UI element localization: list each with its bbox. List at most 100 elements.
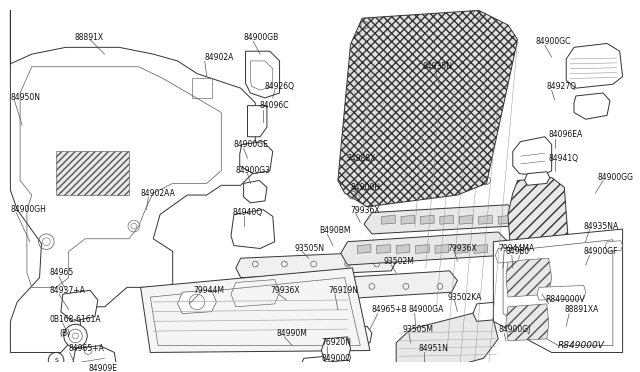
Text: R849000V: R849000V <box>545 295 584 305</box>
Text: 84900GJ: 84900GJ <box>498 325 531 334</box>
Polygon shape <box>308 308 345 329</box>
Text: 84937+A: 84937+A <box>49 286 85 295</box>
Text: 84096C: 84096C <box>259 101 289 110</box>
Text: 84096EA: 84096EA <box>548 130 583 139</box>
Polygon shape <box>231 209 275 248</box>
Text: S: S <box>54 358 58 363</box>
Polygon shape <box>415 245 429 253</box>
Text: 93505N: 93505N <box>294 244 324 253</box>
Text: 84935NA: 84935NA <box>584 222 619 231</box>
Polygon shape <box>506 258 552 297</box>
Polygon shape <box>246 51 280 98</box>
Text: 84902AA: 84902AA <box>141 189 175 198</box>
Text: (B): (B) <box>59 328 70 337</box>
Polygon shape <box>346 326 372 345</box>
Polygon shape <box>495 247 520 263</box>
Polygon shape <box>10 10 255 352</box>
Polygon shape <box>513 137 552 176</box>
Polygon shape <box>473 302 502 321</box>
Text: 84935N: 84935N <box>422 62 452 71</box>
Text: 84902A: 84902A <box>205 52 234 61</box>
Text: 0B168-6161A: 0B168-6161A <box>49 315 101 324</box>
Text: 84940Q: 84940Q <box>233 208 263 217</box>
Polygon shape <box>420 215 434 224</box>
Text: 84965+A: 84965+A <box>68 344 104 353</box>
Text: 79944MA: 79944MA <box>498 244 534 253</box>
Text: 84926Q: 84926Q <box>265 82 295 91</box>
Polygon shape <box>364 205 516 234</box>
Text: R849000V: R849000V <box>558 341 605 350</box>
Text: 79936X: 79936X <box>351 206 380 215</box>
Polygon shape <box>162 290 191 314</box>
Polygon shape <box>56 151 129 195</box>
Text: 74988X: 74988X <box>347 154 376 163</box>
Polygon shape <box>286 271 458 302</box>
Polygon shape <box>244 180 267 203</box>
Polygon shape <box>381 215 396 224</box>
Polygon shape <box>506 304 548 341</box>
Text: 88891XA: 88891XA <box>564 305 598 314</box>
Polygon shape <box>396 245 410 253</box>
Polygon shape <box>300 356 329 372</box>
Text: 79944M: 79944M <box>193 286 224 295</box>
Polygon shape <box>479 215 492 224</box>
Polygon shape <box>537 285 586 300</box>
Text: 84941Q: 84941Q <box>548 154 579 163</box>
Text: 76919N: 76919N <box>328 286 358 295</box>
Polygon shape <box>240 142 273 174</box>
Text: 84900G3: 84900G3 <box>236 166 271 175</box>
Polygon shape <box>440 215 454 224</box>
Text: 84900GF: 84900GF <box>584 247 618 256</box>
Polygon shape <box>605 241 623 251</box>
Polygon shape <box>454 245 468 253</box>
Text: 84900Q: 84900Q <box>321 354 351 363</box>
Polygon shape <box>474 245 488 253</box>
Circle shape <box>64 324 87 347</box>
Polygon shape <box>435 245 449 253</box>
Text: 84900GH: 84900GH <box>10 205 46 214</box>
Polygon shape <box>524 172 550 185</box>
Text: 84965: 84965 <box>49 268 74 277</box>
Polygon shape <box>498 215 512 224</box>
Text: 93502M: 93502M <box>383 257 415 266</box>
Polygon shape <box>248 106 267 137</box>
Polygon shape <box>177 290 216 314</box>
Text: 76920N: 76920N <box>321 338 351 347</box>
Polygon shape <box>141 268 370 352</box>
Polygon shape <box>493 245 507 253</box>
Polygon shape <box>321 337 351 362</box>
Polygon shape <box>338 10 518 207</box>
Text: 84900GE: 84900GE <box>234 140 269 149</box>
Text: 84927Q: 84927Q <box>547 82 577 91</box>
Text: 84900GA: 84900GA <box>409 305 444 314</box>
Text: 93502KA: 93502KA <box>448 293 482 302</box>
Polygon shape <box>493 229 623 352</box>
Text: 84909E: 84909E <box>88 363 117 372</box>
Text: 84980: 84980 <box>506 247 530 256</box>
Polygon shape <box>401 215 415 224</box>
Polygon shape <box>396 312 498 372</box>
Polygon shape <box>566 44 623 88</box>
Text: 84900H: 84900H <box>351 183 381 192</box>
Polygon shape <box>508 177 568 251</box>
Polygon shape <box>460 215 473 224</box>
Text: 84900GC: 84900GC <box>535 37 570 46</box>
Text: 84990M: 84990M <box>276 328 308 337</box>
Polygon shape <box>574 93 610 119</box>
Polygon shape <box>377 245 390 253</box>
Text: B490BM: B490BM <box>319 225 351 234</box>
Text: 79936X: 79936X <box>448 244 477 253</box>
Polygon shape <box>238 278 263 300</box>
Text: 88891X: 88891X <box>74 33 104 42</box>
Text: 84950N: 84950N <box>10 93 40 102</box>
Polygon shape <box>72 346 117 372</box>
Polygon shape <box>61 290 98 321</box>
Polygon shape <box>236 251 396 278</box>
Text: 84965+B: 84965+B <box>372 305 408 314</box>
Text: 84951N: 84951N <box>419 344 449 353</box>
Polygon shape <box>340 232 508 265</box>
Text: 84900GB: 84900GB <box>244 33 279 42</box>
Text: 84900GG: 84900GG <box>597 173 634 182</box>
Polygon shape <box>357 245 371 253</box>
Text: 93505M: 93505M <box>403 325 434 334</box>
